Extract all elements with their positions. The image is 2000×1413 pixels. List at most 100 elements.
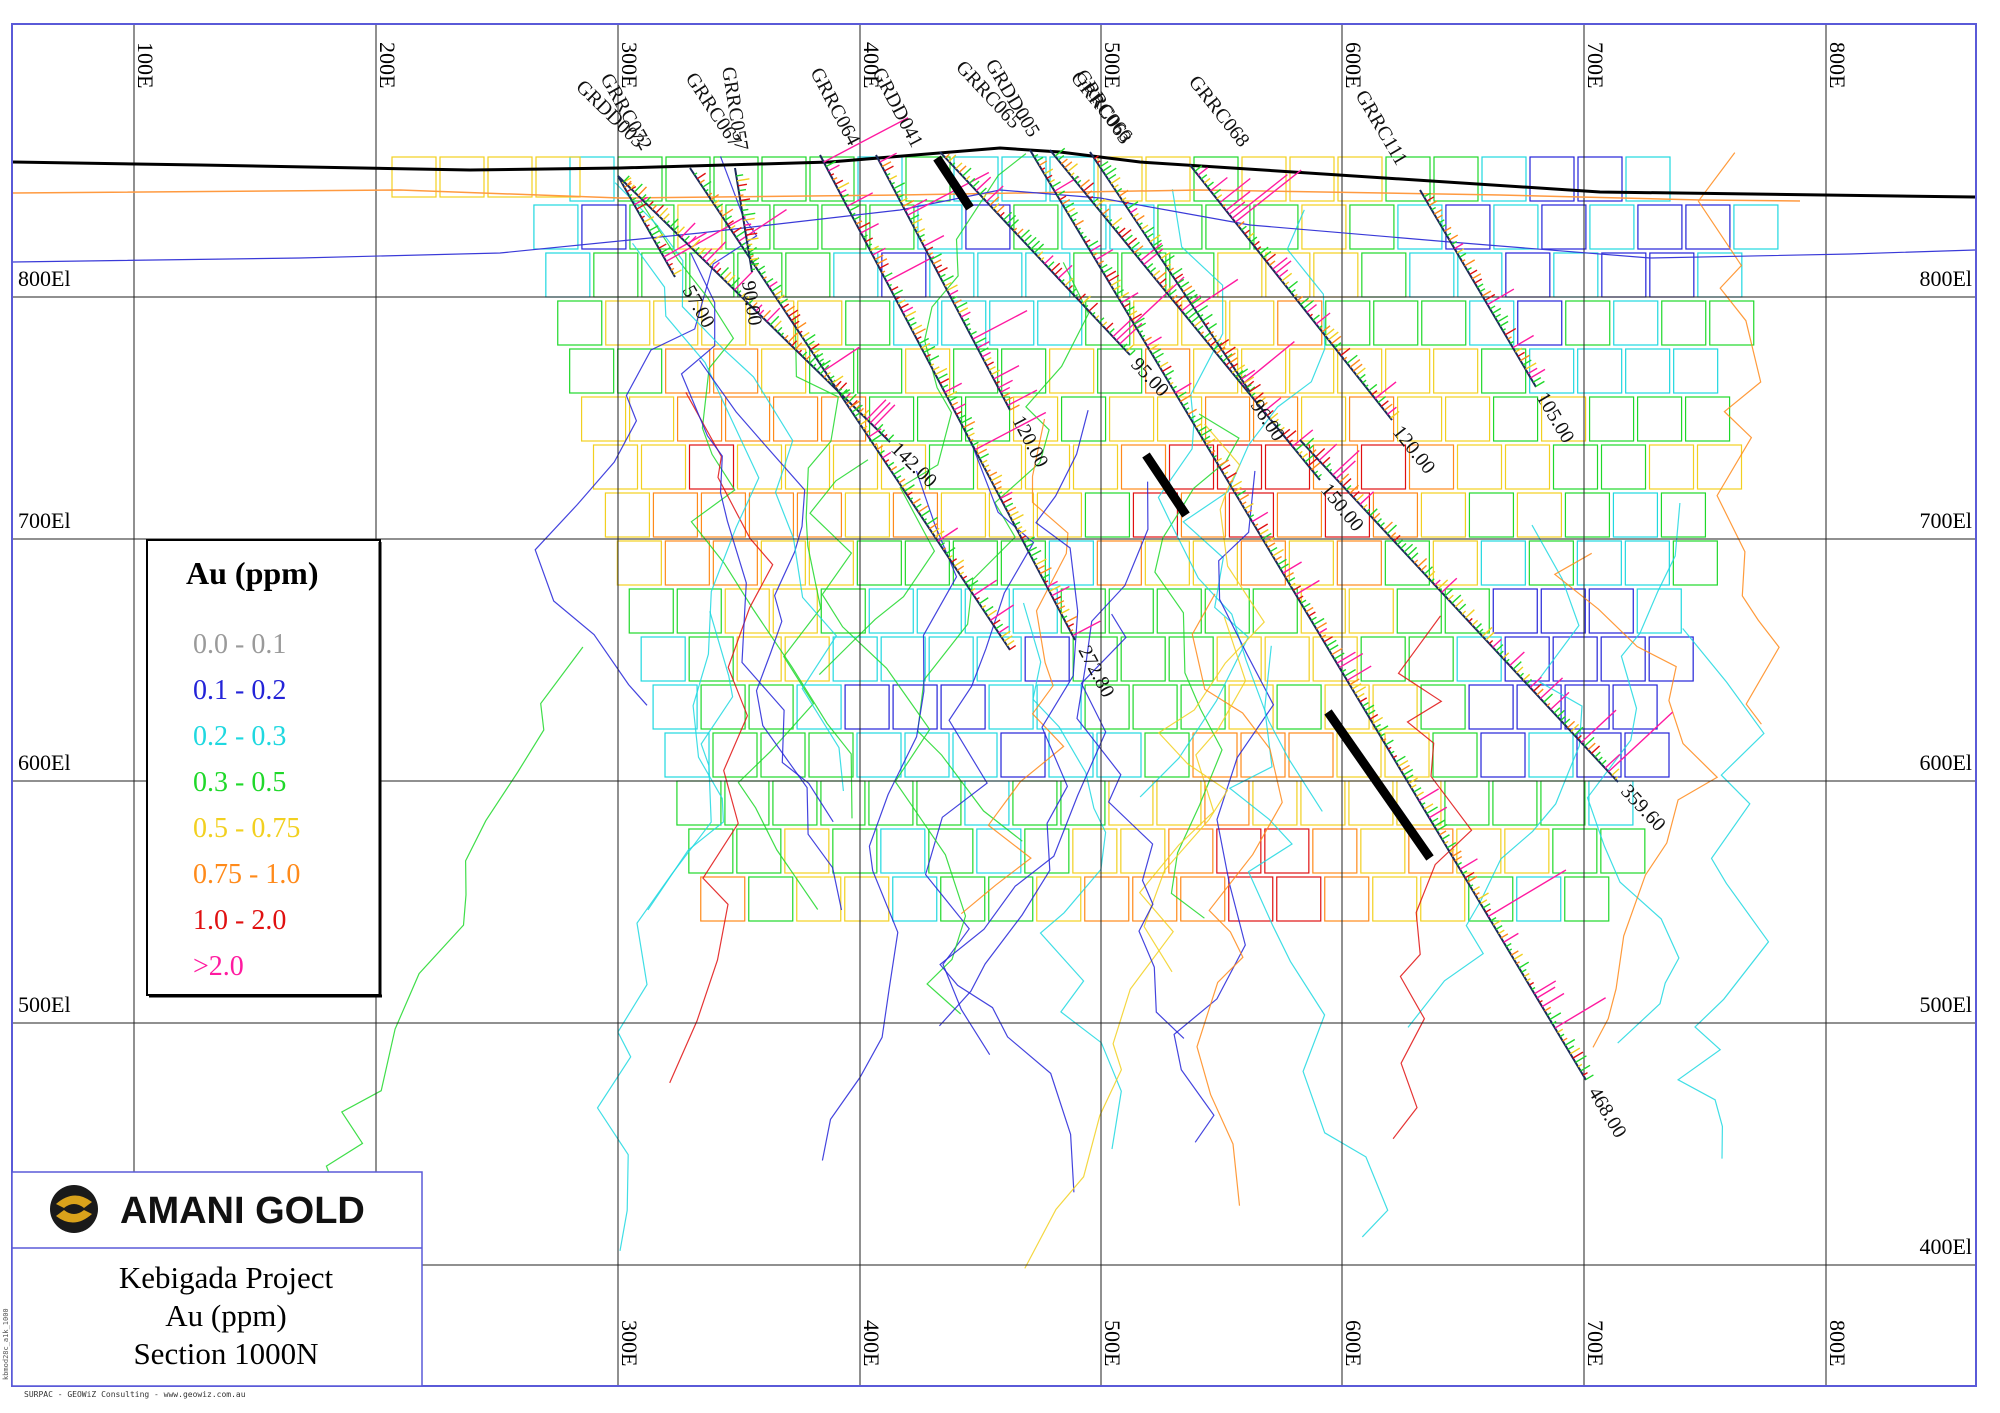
assay-bar bbox=[1146, 263, 1154, 269]
assay-bar bbox=[1567, 720, 1576, 729]
assay-bar bbox=[1325, 462, 1332, 469]
assay-bar bbox=[981, 351, 991, 358]
assay-bar bbox=[1461, 259, 1466, 263]
block-cell bbox=[724, 396, 771, 442]
assay-bar bbox=[932, 366, 940, 371]
assay-bar bbox=[1340, 347, 1351, 357]
assay-bar bbox=[1611, 768, 1620, 776]
assay-bar bbox=[1210, 330, 1215, 334]
block-cell bbox=[1144, 540, 1190, 586]
assay-bar bbox=[1009, 644, 1017, 651]
block-cell bbox=[1012, 396, 1059, 442]
assay-bar bbox=[1352, 363, 1363, 372]
assay-bar bbox=[1281, 272, 1293, 282]
assay-bar bbox=[1155, 271, 1167, 281]
assay-bar bbox=[967, 579, 979, 588]
assay-bar bbox=[641, 215, 645, 219]
assay-bar bbox=[1522, 359, 1532, 366]
assay-bar bbox=[873, 404, 896, 427]
block-cell bbox=[1576, 540, 1622, 586]
assay-bar bbox=[1490, 917, 1497, 922]
block-cell bbox=[893, 300, 939, 346]
block-cell bbox=[796, 492, 843, 538]
assay-bar bbox=[898, 478, 906, 484]
assay-bar bbox=[1110, 279, 1121, 287]
assay-bar bbox=[1479, 288, 1486, 293]
assay-bar bbox=[1369, 713, 1379, 720]
assay-bar bbox=[1105, 215, 1109, 219]
assay-bar bbox=[762, 309, 772, 319]
block-cell bbox=[1193, 348, 1239, 394]
assay-bar bbox=[1466, 266, 1472, 271]
assay-bar bbox=[1607, 711, 1674, 773]
block-cell bbox=[535, 156, 581, 198]
assay-bar bbox=[1250, 236, 1258, 243]
assay-bar bbox=[893, 466, 905, 476]
block-cell bbox=[1276, 684, 1322, 730]
assay-bar bbox=[1482, 903, 1491, 909]
assay-bar bbox=[995, 380, 1000, 385]
assay-bar bbox=[1044, 580, 1049, 584]
assay-bar bbox=[1499, 650, 1504, 656]
assay-bar bbox=[893, 289, 903, 296]
assay-bar bbox=[1512, 661, 1522, 670]
assay-bar bbox=[1235, 364, 1246, 372]
assay-bar bbox=[1166, 263, 1172, 268]
assay-bar bbox=[1293, 293, 1298, 298]
assay-bar bbox=[1446, 842, 1457, 849]
block-cell bbox=[1120, 828, 1166, 874]
assay-bar bbox=[1073, 175, 1079, 180]
assay-bar bbox=[1311, 461, 1321, 471]
grade-contour bbox=[939, 613, 1127, 1193]
assay-bar bbox=[1451, 240, 1458, 245]
assay-bar bbox=[1190, 415, 1196, 420]
grade-contour bbox=[1024, 616, 1247, 1269]
assay-bar bbox=[1038, 160, 1048, 167]
assay-bar bbox=[914, 328, 926, 336]
legend-title: Au (ppm) bbox=[186, 555, 318, 591]
assay-bar bbox=[1482, 626, 1493, 637]
assay-bar bbox=[1303, 299, 1315, 309]
assay-bar bbox=[842, 193, 849, 199]
assay-bar bbox=[1400, 542, 1407, 549]
assay-bar bbox=[1213, 454, 1217, 458]
assay-bar bbox=[694, 246, 700, 253]
block-cell bbox=[713, 348, 759, 394]
assay-bar bbox=[869, 402, 891, 424]
assay-bar bbox=[909, 497, 914, 501]
assay-bar bbox=[821, 359, 831, 367]
block-cell bbox=[1577, 156, 1623, 202]
assay-bar bbox=[959, 571, 965, 576]
block-cell bbox=[628, 396, 675, 442]
assay-bar bbox=[967, 432, 975, 438]
assay-bar bbox=[898, 194, 904, 199]
assay-bar bbox=[1082, 235, 1087, 240]
assay-bar bbox=[1054, 267, 1063, 276]
assay-bar bbox=[939, 378, 950, 384]
block-cell bbox=[796, 876, 842, 922]
assay-bar bbox=[818, 358, 824, 363]
assay-bar bbox=[1343, 356, 1348, 360]
drillhole-trace bbox=[1189, 164, 1393, 421]
assay-bar bbox=[1234, 169, 1302, 223]
assay-bar bbox=[1203, 332, 1211, 339]
assay-bar bbox=[1580, 709, 1617, 743]
assay-bar bbox=[909, 321, 917, 327]
assay-bar bbox=[1254, 392, 1264, 401]
assay-bar bbox=[1099, 160, 1109, 168]
assay-bar bbox=[848, 393, 857, 403]
block-cell bbox=[1288, 732, 1334, 778]
block-cell bbox=[1552, 828, 1598, 874]
assay-bar bbox=[965, 577, 974, 584]
assay-bar bbox=[662, 213, 670, 221]
assay-bar bbox=[1433, 208, 1443, 215]
block-cell bbox=[1696, 444, 1743, 490]
assay-bar bbox=[1002, 497, 1013, 504]
assay-bar bbox=[1333, 652, 1345, 660]
grade-contour bbox=[1697, 152, 1780, 725]
assay-bar bbox=[1472, 886, 1480, 892]
assay-bar bbox=[1078, 293, 1086, 301]
assay-bar bbox=[1292, 429, 1314, 447]
assay-bar bbox=[918, 337, 930, 345]
assay-bar bbox=[1136, 253, 1142, 258]
